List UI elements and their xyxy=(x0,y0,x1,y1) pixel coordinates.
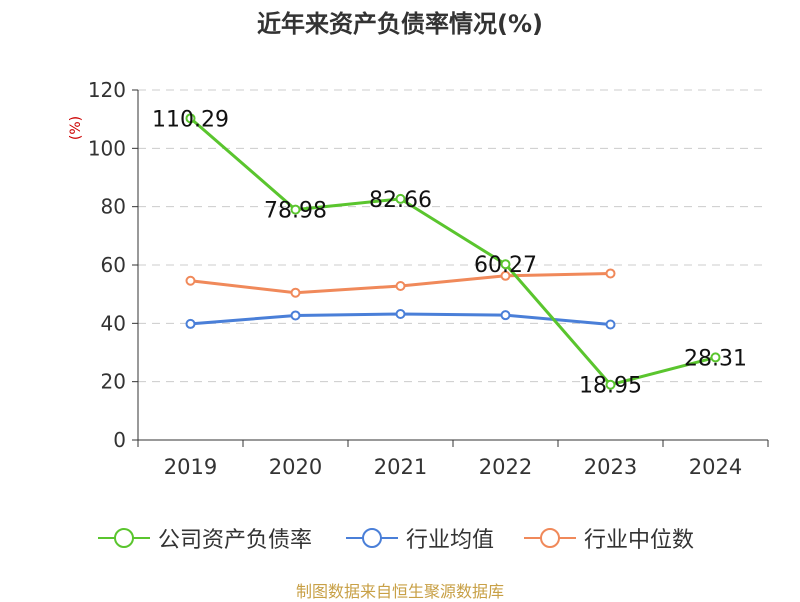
data-label: 60.27 xyxy=(474,253,537,278)
data-label: 82.66 xyxy=(369,188,432,213)
y-tick-label: 60 xyxy=(101,253,126,277)
y-tick-label: 20 xyxy=(101,370,126,394)
legend: 公司资产负债率 行业均值 行业中位数 xyxy=(0,520,800,556)
data-point xyxy=(290,287,301,298)
source-note: 制图数据来自恒生聚源数据库 xyxy=(295,582,504,601)
legend-item-company[interactable]: 公司资产负债率 xyxy=(98,520,312,556)
data-point xyxy=(395,193,406,204)
data-point xyxy=(185,275,196,286)
series-2 xyxy=(185,268,616,298)
legend-label-company: 公司资产负债率 xyxy=(158,528,313,553)
x-tick-label: 2023 xyxy=(584,455,637,479)
legend-item-industry-median[interactable]: 行业中位数 xyxy=(524,520,694,556)
data-point xyxy=(290,310,301,321)
x-tick-label: 2019 xyxy=(164,455,217,479)
data-point xyxy=(290,204,301,215)
x-tick-label: 2022 xyxy=(479,455,532,479)
data-point xyxy=(500,310,511,321)
y-tick-label: 100 xyxy=(88,136,126,160)
data-point xyxy=(605,319,616,330)
y-tick-label: 120 xyxy=(88,78,126,102)
data-point xyxy=(500,270,511,281)
legend-label-industry-median: 行业中位数 xyxy=(584,528,695,553)
series-1 xyxy=(185,309,616,330)
data-point xyxy=(500,259,511,270)
x-tick-label: 2020 xyxy=(269,455,322,479)
legend-label-industry-mean: 行业均值 xyxy=(406,528,495,553)
data-point xyxy=(395,309,406,319)
y-tick-label: 0 xyxy=(113,428,126,452)
x-tick-label: 2021 xyxy=(374,455,427,479)
series-line xyxy=(189,117,716,387)
data-point xyxy=(605,268,616,279)
data-point xyxy=(605,379,616,390)
data-label: 78.98 xyxy=(264,199,327,224)
x-tick-label: 2024 xyxy=(689,455,742,479)
data-point xyxy=(710,352,721,363)
y-tick-label: 40 xyxy=(101,311,126,335)
data-label: 18.95 xyxy=(579,374,642,399)
y-tick-label: 80 xyxy=(101,195,126,219)
data-label: 110.29 xyxy=(152,107,229,132)
data-label: 28.31 xyxy=(684,346,747,371)
series-0 xyxy=(185,113,721,390)
data-point xyxy=(395,281,406,291)
y-axis-label: (%) xyxy=(68,116,84,140)
data-point xyxy=(185,113,196,124)
legend-item-industry-mean[interactable]: 行业均值 xyxy=(346,520,494,556)
chart-title: 近年来资产负债率情况(%) xyxy=(257,10,543,38)
data-point xyxy=(185,318,196,329)
